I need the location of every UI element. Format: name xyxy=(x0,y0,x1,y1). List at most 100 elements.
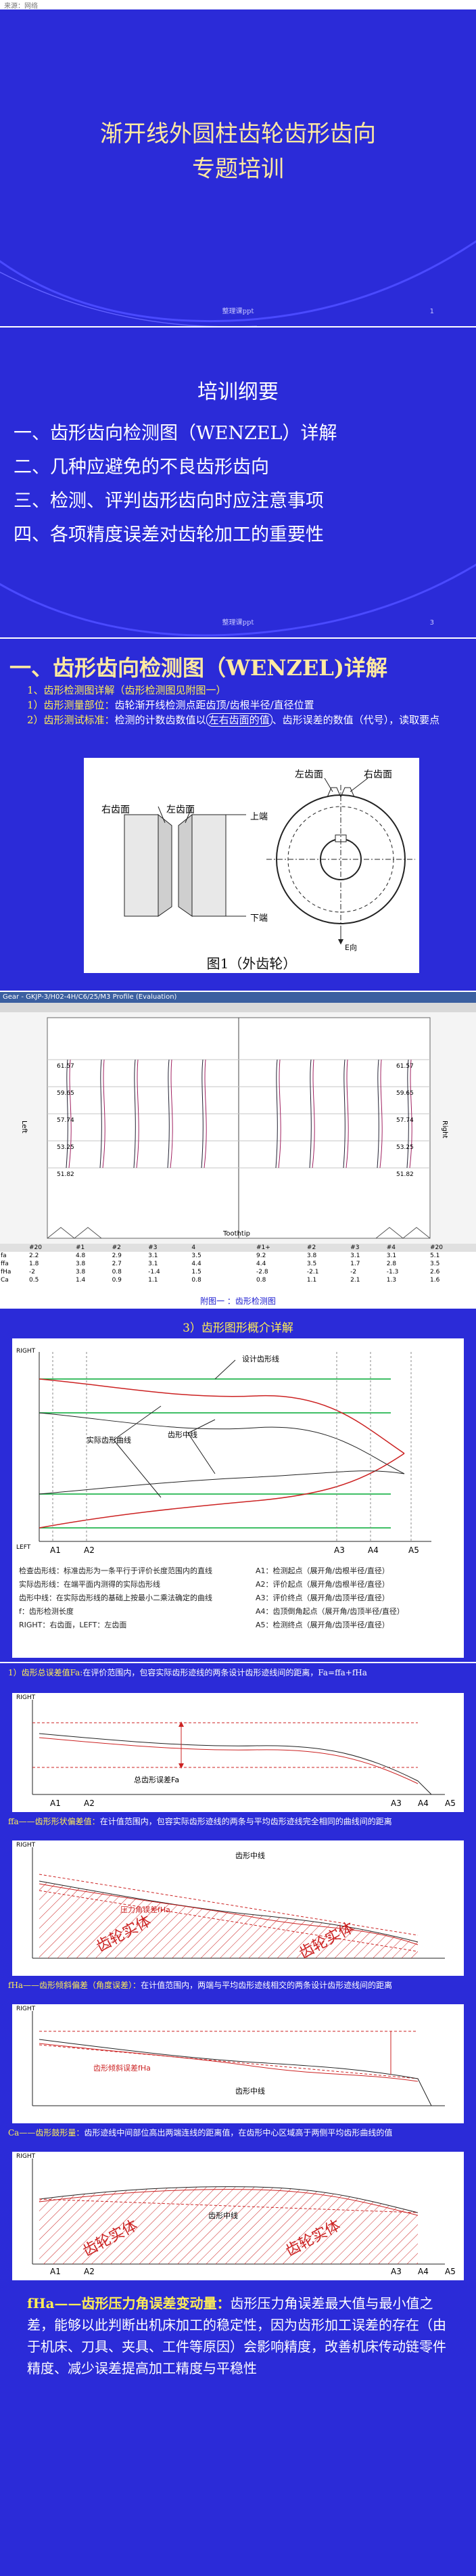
overview-title: 3）齿形图形概介详解 xyxy=(183,1321,293,1335)
ffa-title: ffa——齿形形状偏差值： xyxy=(8,1817,100,1826)
slide-footer: 整理课ppt xyxy=(222,308,254,315)
outline-item: 三、检测、评判齿形齿向时应注意事项 xyxy=(14,491,324,512)
slide-wenzel-screenshot: Gear - GKJP-3/H02-4H/C6/25/M3 Profile (E… xyxy=(0,992,476,1309)
page-number: 3 xyxy=(429,619,434,627)
slide-profile-overview: 3）齿形图形概介详解 RIGHT xyxy=(0,1309,476,1663)
left-face-label: 左齿面 xyxy=(166,805,195,815)
left-value: 59.65 xyxy=(57,1090,74,1097)
table-header: #20 xyxy=(430,1244,443,1251)
table-cell: 1.4 xyxy=(75,1277,86,1284)
definition: 实际齿形线：在端平面内测得的实际齿形线 xyxy=(19,1580,160,1589)
slide-wenzel-intro: 一、齿形齿向检测图（WENZEL)详解 1、齿形检测图详解（齿形检测图见附图一）… xyxy=(0,639,476,992)
table-cell: 2.6 xyxy=(430,1269,440,1275)
ca-midline-label: 齿形中线 xyxy=(208,2211,238,2220)
ca-diagram xyxy=(32,2159,445,2265)
table-cell: 1.1 xyxy=(148,1277,158,1284)
table-header: #2 xyxy=(112,1244,121,1251)
slide-title-text: 渐开线外圆柱齿轮齿形齿向 专题培训 xyxy=(0,116,476,187)
tick-a4: A4 xyxy=(368,1545,379,1555)
figure-1-caption: 图1（外齿轮） xyxy=(206,955,297,972)
ffa-definition: ffa——齿形形状偏差值：在计值范围内，包容实际齿形迹线的两条与平均齿形迹线完全… xyxy=(8,1816,468,1828)
tick-a3: A3 xyxy=(391,2267,402,2276)
row-label: fa xyxy=(1,1252,7,1259)
table-cell: -2 xyxy=(350,1269,357,1275)
design-profile-label: 设计齿形线 xyxy=(242,1355,279,1363)
table-cell: -2.8 xyxy=(256,1269,268,1275)
table-cell: -1.3 xyxy=(386,1269,399,1275)
fa-definition: 1）齿形总误差值Fa:在评价范围内，包容实际齿形迹线的两条设计齿形迹线间的距离，… xyxy=(8,1667,468,1679)
variation-title: fHa——齿形压力角误差变动量： xyxy=(27,2295,231,2311)
side-label-right: Right xyxy=(441,1121,448,1139)
table-header: #20 xyxy=(29,1244,42,1251)
left-value: 51.82 xyxy=(57,1171,74,1178)
table-cell: 3.8 xyxy=(75,1269,86,1275)
variation-body: 齿形压力角误差最大值与最小值之差，能够以此判断出机床加工的稳定性，因为齿形加工误… xyxy=(27,2295,446,2376)
definition: 齿形中线：在实际齿形线的基础上按最小二乘法确定的曲线 xyxy=(19,1594,212,1602)
table-cell: 0.8 xyxy=(112,1269,122,1275)
slide-curve-decoration xyxy=(0,563,476,637)
page-number: 1 xyxy=(429,308,434,315)
source-label: 来源：网络 xyxy=(4,3,38,10)
fa-diagram xyxy=(32,1700,445,1795)
table-cell: 0.5 xyxy=(29,1277,39,1284)
slide-outline: 培训纲要 一、齿形齿向检测图（WENZEL）详解 二、几种应避免的不良齿形齿向 … xyxy=(0,327,476,639)
table-cell: 3.1 xyxy=(148,1261,158,1267)
fa-panel: RIGHT 总齿形误差Fa A1 A2 A3 A4 A5 xyxy=(12,1693,464,1812)
tick-a2: A2 xyxy=(84,1545,95,1555)
overview-definitions: 检查齿形线：标准齿形为一条平行于评价长度范围内的直线 实际齿形线：在端平面内测得… xyxy=(19,1564,242,1632)
outline-item: 四、各项精度误差对齿轮加工的重要性 xyxy=(14,524,324,545)
slide-curve-decoration xyxy=(0,240,476,326)
tick-a2: A2 xyxy=(84,1799,95,1808)
table-header: #4 xyxy=(386,1244,396,1251)
left-label: LEFT xyxy=(16,1544,31,1551)
subsection-2: 1）齿形测量部位：齿轮渐开线检测点距齿顶/齿根半径/直径位置 xyxy=(27,698,462,712)
table-header: #3 xyxy=(350,1244,360,1251)
table-header: #1 xyxy=(75,1244,85,1251)
right-value: 57.74 xyxy=(396,1117,414,1124)
table-cell: 4.4 xyxy=(256,1261,266,1267)
sub3-text: 检测的计数齿数值以 xyxy=(114,714,206,726)
row-label: Ca xyxy=(1,1277,9,1284)
table-cell: 3.1 xyxy=(148,1252,158,1259)
fa-label: 总齿形误差Fa xyxy=(134,1776,180,1784)
actual-profile-label: 实际齿形曲线 xyxy=(87,1436,131,1445)
right-label: RIGHT xyxy=(16,1348,36,1355)
table-cell: 9.2 xyxy=(256,1252,266,1259)
definition: f：齿形检测长度 xyxy=(19,1607,74,1616)
toolbar xyxy=(0,1003,476,1013)
definition: A4：齿顶倒角起点（展开角/齿顶半径/直径） xyxy=(256,1607,404,1616)
table-row: Ca 0.5 1.4 0.9 1.1 0.8 0.8 1.1 2.1 1.3 1… xyxy=(0,1276,476,1284)
subsection-1: 1、齿形检测图详解（齿形检测图见附图一） xyxy=(27,684,227,696)
fha-label: 齿形倾斜误差fHa xyxy=(93,2064,151,2073)
tick-a4: A4 xyxy=(418,1799,429,1808)
definition: A1：检测起点（展开角/齿根半径/直径） xyxy=(256,1566,389,1575)
table-cell: -1.4 xyxy=(148,1269,160,1275)
tick-a3: A3 xyxy=(334,1545,345,1555)
e-direction-label: E向 xyxy=(345,943,357,952)
screenshot-caption: 附图一 ：齿形检测图 xyxy=(200,1296,276,1306)
ca-text: 齿形迹线中间部位高出两端连线的距离值，在齿形中心区域高于两侧平均齿形曲线的值 xyxy=(84,2128,393,2138)
table-row: ffa 1.8 3.8 2.7 3.1 4.4 4.4 3.5 1.7 2.8 … xyxy=(0,1260,476,1268)
fha-panel: RIGHT 齿形倾斜误差fHa 齿形中线 xyxy=(12,2004,464,2123)
ffa-midline-label: 齿形中线 xyxy=(235,1851,265,1860)
fha-midline-label: 齿形中线 xyxy=(235,2087,265,2096)
table-row: fa 2.2 4.8 2.9 3.1 3.5 9.2 3.8 3.1 3.1 5… xyxy=(0,1252,476,1260)
table-cell: 0.8 xyxy=(256,1277,266,1284)
title-line-1: 渐开线外圆柱齿轮齿形齿向 xyxy=(100,120,376,148)
table-cell: 1.1 xyxy=(306,1277,317,1284)
outline-title: 培训纲要 xyxy=(197,380,279,404)
table-cell: 3.5 xyxy=(191,1252,201,1259)
variation-text: fHa——齿形压力角误差变动量：齿形压力角误差最大值与最小值之差，能够以此判断出… xyxy=(27,2292,449,2379)
ffa-text: 在计值范围内，包容实际齿形迹线的两条与平均齿形迹线完全相同的曲线间的距离 xyxy=(99,1817,392,1826)
sub3-tail: 、齿形误差的数值（代号），读取要点 xyxy=(272,714,440,726)
right-face-label: 右齿面 xyxy=(101,805,130,815)
table-cell: -2.1 xyxy=(306,1269,319,1275)
title-line-2: 专题培训 xyxy=(192,156,284,183)
tick-a5: A5 xyxy=(445,2267,456,2276)
definition: 检查齿形线：标准齿形为一条平行于评价长度范围内的直线 xyxy=(19,1566,212,1575)
left-value: 53.25 xyxy=(57,1144,74,1151)
window-title-bar: Gear - GKJP-3/H02-4H/C6/25/M3 Profile (E… xyxy=(0,992,476,1003)
definition: A3：评价终点（展开角/齿顶半径/直径） xyxy=(256,1594,389,1602)
ca-definition: Ca——齿形鼓形量：齿形迹线中间部位高出两端连线的距离值，在齿形中心区域高于两侧… xyxy=(8,2127,468,2139)
overview-definitions-right: A1：检测起点（展开角/齿根半径/直径） A2：评价起点（展开角/齿根半径/直径… xyxy=(256,1564,458,1632)
